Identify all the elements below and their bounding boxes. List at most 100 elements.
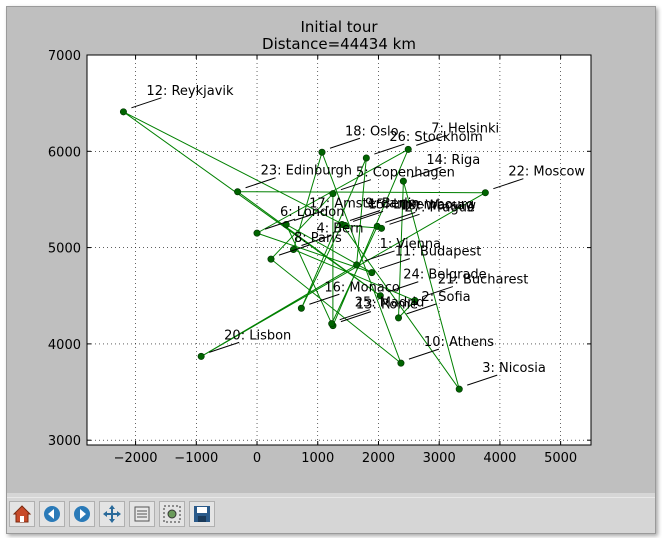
city-label: 2: Sofia bbox=[422, 290, 471, 305]
city-label-leader bbox=[209, 341, 240, 353]
chart-svg: Initial tour Distance=44434 km 1: Vienna… bbox=[48, 18, 592, 466]
y-tick-label: 3000 bbox=[48, 434, 81, 449]
y-tick-label: 5000 bbox=[48, 242, 81, 257]
city-marker bbox=[119, 108, 127, 116]
city-label-leader bbox=[245, 177, 276, 189]
city-label: 25: Madrid bbox=[355, 296, 425, 311]
city-label: 7: Helsinki bbox=[431, 121, 499, 136]
plot-area bbox=[87, 55, 591, 445]
city-label-leader bbox=[422, 286, 454, 298]
city-label-leader bbox=[349, 210, 381, 221]
city-label: 1: Vienna bbox=[380, 237, 441, 252]
toolbar bbox=[7, 497, 655, 532]
x-tick-label: 5000 bbox=[544, 451, 577, 466]
x-tick-label: 2000 bbox=[362, 451, 395, 466]
city-label: 14: Riga bbox=[426, 153, 480, 168]
city-label-leader bbox=[385, 211, 416, 223]
city-label-leader bbox=[374, 143, 405, 155]
city-marker bbox=[395, 314, 403, 322]
city-label: 9: Berlin bbox=[365, 196, 420, 211]
city-label: 12: Reykjavik bbox=[146, 84, 234, 99]
city-label-leader bbox=[340, 179, 372, 191]
city-marker bbox=[197, 352, 205, 360]
city-label: 17: Amsterdam bbox=[309, 196, 409, 211]
city-marker bbox=[404, 145, 412, 153]
chart-title-line2: Distance=44434 km bbox=[262, 35, 416, 53]
city-label: 10: Athens bbox=[424, 335, 494, 350]
city-marker bbox=[368, 269, 376, 277]
city-label-leader bbox=[416, 134, 447, 146]
city-label-leader bbox=[340, 311, 372, 323]
city-label-leader bbox=[352, 210, 384, 222]
city-marker bbox=[481, 189, 489, 197]
city-marker bbox=[318, 148, 326, 156]
city-label-leader bbox=[467, 374, 498, 386]
city-label: 19: Warsaw bbox=[400, 198, 476, 213]
city-label: 13: Rome bbox=[356, 298, 418, 313]
city-marker bbox=[297, 304, 305, 312]
x-tick-label: 0 bbox=[253, 451, 261, 466]
city-label: 6: London bbox=[280, 205, 344, 220]
city-label: 5: Copenhagen bbox=[356, 166, 455, 181]
city-label: 23: Edinburgh bbox=[261, 164, 352, 179]
x-tick-label: −1000 bbox=[174, 451, 218, 466]
y-tick-label: 7000 bbox=[48, 49, 81, 64]
city-label-leader bbox=[294, 210, 325, 221]
city-label: 11: Budapest bbox=[395, 245, 482, 260]
city-marker bbox=[455, 385, 463, 393]
plot-frame bbox=[86, 54, 592, 446]
city-marker bbox=[329, 190, 337, 198]
city-label: 21: Bucharest bbox=[438, 273, 529, 288]
city-label: 15: Luxembourg bbox=[368, 197, 474, 212]
city-marker bbox=[376, 292, 384, 300]
city-label-leader bbox=[379, 258, 410, 270]
city-label-leader bbox=[309, 293, 340, 305]
city-label-leader bbox=[406, 303, 437, 315]
city-marker bbox=[411, 297, 419, 305]
city-marker bbox=[328, 320, 336, 328]
city-marker bbox=[267, 255, 275, 263]
tour-line bbox=[123, 111, 488, 390]
city-label-leader bbox=[408, 348, 440, 360]
x-tick-label: 3000 bbox=[423, 451, 456, 466]
back-button[interactable] bbox=[39, 501, 65, 527]
city-label: 26: Stockholm bbox=[389, 130, 483, 145]
x-tick-label: −2000 bbox=[114, 451, 158, 466]
city-marker bbox=[253, 229, 261, 237]
city-label: 3: Nicosia bbox=[482, 361, 546, 376]
city-label: 18: Oslo bbox=[345, 124, 399, 139]
zoom-icon bbox=[163, 505, 181, 523]
city-label: 20: Lisbon bbox=[224, 328, 291, 343]
city-label: 16: Monaco bbox=[324, 280, 400, 295]
city-label: 27: Prague bbox=[405, 200, 475, 215]
city-label-leader bbox=[339, 309, 370, 321]
city-marker bbox=[362, 154, 370, 162]
city-label-leader bbox=[301, 235, 332, 246]
city-label-leader bbox=[329, 137, 361, 149]
city-label-leader bbox=[411, 166, 442, 178]
figure-window: Initial tour Distance=44434 km 1: Vienna… bbox=[6, 6, 656, 534]
city-label: 4: Bern bbox=[316, 222, 363, 237]
zoom-button[interactable] bbox=[159, 501, 185, 527]
city-labels: 1: Vienna 2: Sofia 3: Nicosia 4: Bern 5: Cop… bbox=[131, 84, 585, 386]
city-label-leader bbox=[264, 218, 296, 230]
city-label-leader bbox=[364, 250, 395, 262]
city-label: 8: Paris bbox=[294, 231, 342, 246]
city-label: 22: Moscow bbox=[508, 165, 585, 180]
city-marker bbox=[397, 359, 405, 367]
subplots-icon bbox=[134, 506, 150, 522]
axis-ticks: −2000 −1000 0 1000 2000 3000 4000 5000 3000 4000 5… bbox=[48, 49, 591, 466]
city-label-leader bbox=[278, 244, 310, 256]
subplots-button[interactable] bbox=[129, 501, 155, 527]
y-tick-label: 6000 bbox=[48, 145, 81, 160]
save-button[interactable] bbox=[189, 501, 215, 527]
city-label-leader bbox=[389, 213, 420, 225]
forward-button[interactable] bbox=[69, 501, 95, 527]
home-button[interactable] bbox=[9, 501, 35, 527]
city-marker bbox=[234, 188, 242, 196]
pan-icon bbox=[103, 505, 121, 523]
home-icon bbox=[12, 505, 32, 523]
city-label: 24: Belgrade bbox=[403, 268, 486, 283]
forward-icon bbox=[74, 506, 90, 522]
pan-button[interactable] bbox=[99, 501, 125, 527]
